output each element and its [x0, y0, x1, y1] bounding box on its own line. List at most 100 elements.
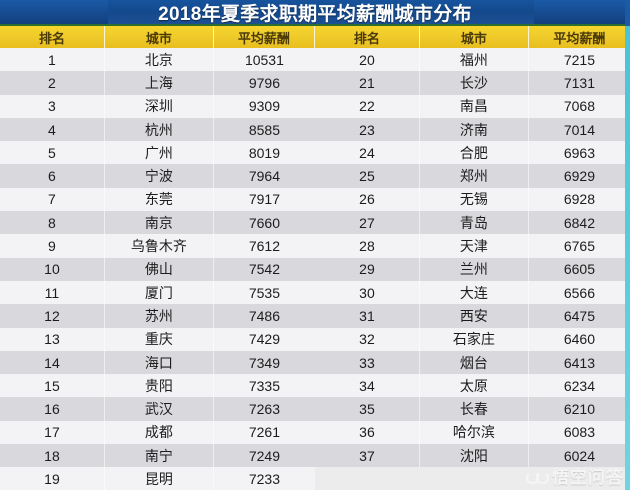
cell-salary: 8019	[248, 144, 280, 161]
cell-salary: 7486	[248, 307, 280, 324]
cell-rank: 17	[0, 420, 105, 445]
cell-rank: 34	[315, 374, 420, 398]
cell-salary: 7263	[248, 401, 280, 418]
table-row: 19 昆明 7233	[0, 467, 315, 490]
table-row: 18 南宁 7249	[0, 444, 315, 468]
cell-rank: 25	[315, 164, 420, 188]
table-pane-right: 20 福州 7215 21 长沙 7131 22 南昌 7068 23 济南 7014 24 合肥 6963…	[315, 48, 630, 490]
cell-city: 济南	[420, 117, 529, 142]
cell-rank: 16	[0, 397, 105, 421]
header-city-right: 城市	[420, 26, 529, 48]
cell-rank: 32	[315, 327, 420, 351]
cell-city: 北京	[105, 48, 214, 72]
cell-salary: 6963	[563, 144, 595, 161]
cell-salary: 8585	[248, 121, 280, 138]
cell-rank: 23	[315, 117, 420, 142]
cell-salary: 9309	[248, 98, 280, 115]
table-row: 24 合肥 6963	[315, 141, 630, 165]
cell-salary: 6765	[563, 238, 595, 255]
table-row: 2 上海 9796	[0, 71, 315, 95]
cell-city: 西安	[420, 304, 529, 328]
table-row: 21 长沙 7131	[315, 71, 630, 95]
table-row: 31 西安 6475	[315, 304, 630, 328]
table-row: 37 沈阳 6024	[315, 444, 630, 468]
table-row: 36 哈尔滨 6083	[315, 420, 630, 445]
title-band: 2018年夏季求职期平均薪酬城市分布	[0, 0, 630, 26]
cell-rank: 10	[0, 257, 105, 281]
cell-city: 烟台	[420, 350, 529, 375]
cell-rank: 29	[315, 257, 420, 281]
table-row: 25 郑州 6929	[315, 164, 630, 188]
cell-city: 昆明	[105, 467, 214, 490]
cell-city: 南宁	[105, 444, 214, 468]
table-row: 34 太原 6234	[315, 374, 630, 398]
cell-city: 大连	[420, 280, 529, 305]
cell-city: 兰州	[420, 257, 529, 281]
cell-salary: 6475	[563, 307, 595, 324]
table-row: 12 苏州 7486	[0, 304, 315, 328]
table-row: 5 广州 8019	[0, 141, 315, 165]
cell-city: 广州	[105, 141, 214, 165]
cell-city: 厦门	[105, 280, 214, 305]
cell-city: 石家庄	[420, 327, 529, 351]
table-row: 32 石家庄 6460	[315, 327, 630, 351]
cell-city: 青岛	[420, 211, 529, 235]
cell-salary: 6083	[563, 424, 595, 441]
table-row: 17 成都 7261	[0, 420, 315, 445]
cell-salary: 7335	[248, 377, 280, 394]
cell-salary: 7068	[563, 98, 595, 115]
cell-salary: 7233	[248, 470, 280, 487]
table-row: 6 宁波 7964	[0, 164, 315, 188]
cell-city: 东莞	[105, 187, 214, 212]
cell-salary: 7014	[563, 121, 595, 138]
cell-salary: 6566	[563, 284, 595, 301]
table-row: 29 兰州 6605	[315, 257, 630, 281]
cell-city: 乌鲁木齐	[105, 234, 214, 258]
table-body: 1 北京 10531 2 上海 9796 3 深圳 9309 4 杭州 8585 5 广州 8019 6 宁波 7…	[0, 48, 630, 490]
cell-salary: 6024	[563, 447, 595, 464]
table-row: 30 大连 6566	[315, 280, 630, 305]
cell-rank: 5	[0, 141, 105, 165]
cell-rank: 3	[0, 94, 105, 118]
cell-city: 郑州	[420, 164, 529, 188]
table-row: 20 福州 7215	[315, 48, 630, 72]
cell-salary: 6928	[563, 191, 595, 208]
cell-city: 无锡	[420, 187, 529, 212]
cell-city: 哈尔滨	[420, 420, 529, 445]
cell-city: 上海	[105, 71, 214, 95]
cell-rank: 20	[315, 48, 420, 72]
cell-city: 深圳	[105, 94, 214, 118]
table-row: 11 厦门 7535	[0, 280, 315, 305]
cell-city: 南京	[105, 211, 214, 235]
cell-rank: 15	[0, 374, 105, 398]
cell-salary: 6210	[563, 401, 595, 418]
cell-rank: 33	[315, 350, 420, 375]
cell-rank: 13	[0, 327, 105, 351]
cell-salary: 6413	[563, 354, 595, 371]
table-pane-left: 1 北京 10531 2 上海 9796 3 深圳 9309 4 杭州 8585 5 广州 8019 6 宁波 7…	[0, 48, 315, 490]
header-salary-left: 平均薪酬	[214, 26, 315, 48]
cell-city: 杭州	[105, 117, 214, 142]
cell-rank: 28	[315, 234, 420, 258]
table-row: 7 东莞 7917	[0, 187, 315, 212]
table-row: 14 海口 7349	[0, 350, 315, 375]
page-title: 2018年夏季求职期平均薪酬城市分布	[158, 3, 472, 25]
cell-city: 宁波	[105, 164, 214, 188]
cell-city: 武汉	[105, 397, 214, 421]
cell-city: 重庆	[105, 327, 214, 351]
table-row: 10 佛山 7542	[0, 257, 315, 281]
table-row: 23 济南 7014	[315, 117, 630, 142]
cell-salary: 7660	[248, 214, 280, 231]
cell-city: 苏州	[105, 304, 214, 328]
cell-rank: 24	[315, 141, 420, 165]
table-row: 15 贵阳 7335	[0, 374, 315, 398]
cell-salary: 7964	[248, 168, 280, 185]
cell-rank: 36	[315, 420, 420, 445]
table-row: 26 无锡 6928	[315, 187, 630, 212]
cell-salary: 7249	[248, 447, 280, 464]
cell-salary: 6929	[563, 168, 595, 185]
cell-rank: 27	[315, 211, 420, 235]
cell-rank: 9	[0, 234, 105, 258]
cell-salary: 6605	[563, 261, 595, 278]
